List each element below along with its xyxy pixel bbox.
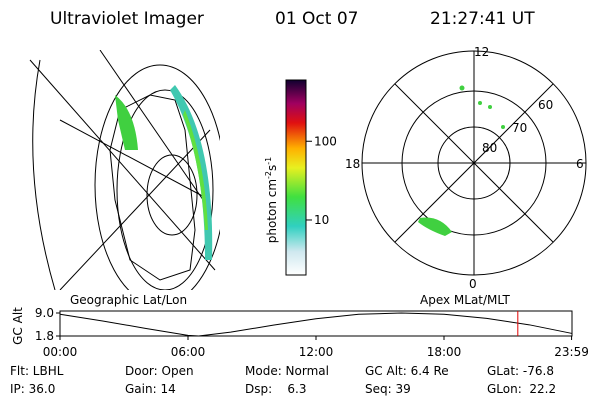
y-tick-label: 9.0 [35,306,54,320]
geo-map [29,50,220,290]
lat-label: 70 [512,121,527,135]
x-tick-label: 00:00 [43,345,78,359]
date: 01 Oct 07 [275,9,358,29]
title-row: Ultraviolet Imager 01 Oct 07 21:27:41 UT [50,9,535,29]
y-tick-label: 1.8 [35,329,54,343]
tick-label: 10 [314,213,329,227]
info-field: Mode: Normal [245,364,329,378]
info-field: GLon: 22.2 [487,382,556,396]
x-tick-label: 06:00 [171,345,206,359]
y-axis-label: GC Alt [11,307,25,345]
info-field: Seq: 39 [365,382,411,396]
polar-plot: 12 18 6 0 80 70 60 [345,45,587,291]
x-tick-label: 18:00 [427,345,462,359]
info-field: IP: 36.0 [10,382,55,396]
lat-label: 60 [538,98,553,112]
panel-title: Geographic Lat/Lon [70,293,187,307]
x-tick-label: 23:59 [554,345,589,359]
instrument: Ultraviolet Imager [50,9,204,29]
panel-title: Apex MLat/MLT [420,293,510,307]
colorbar [285,79,307,276]
lat-label: 80 [482,141,497,155]
info-field: Door: Open [125,364,194,378]
plot-frame [59,310,573,337]
mlt-label: 18 [345,157,360,171]
tick-label: 100 [314,134,337,148]
info-field: Gain: 14 [125,382,176,396]
x-tick-label: 12:00 [299,345,334,359]
info-field: Flt: LBHL [10,364,64,378]
info-field: GC Alt: 6.4 Re [365,364,449,378]
colorbar-label: photon cm-2s-1 [264,157,279,244]
info-field: Dsp: 6.3 [245,382,307,396]
mlt-label: 6 [576,157,584,171]
mlt-label: 12 [474,45,489,59]
time: 21:27:41 UT [430,9,535,29]
info-field: GLat: -76.8 [487,364,554,378]
mlt-label: 0 [469,277,477,291]
altitude-line [59,312,573,337]
